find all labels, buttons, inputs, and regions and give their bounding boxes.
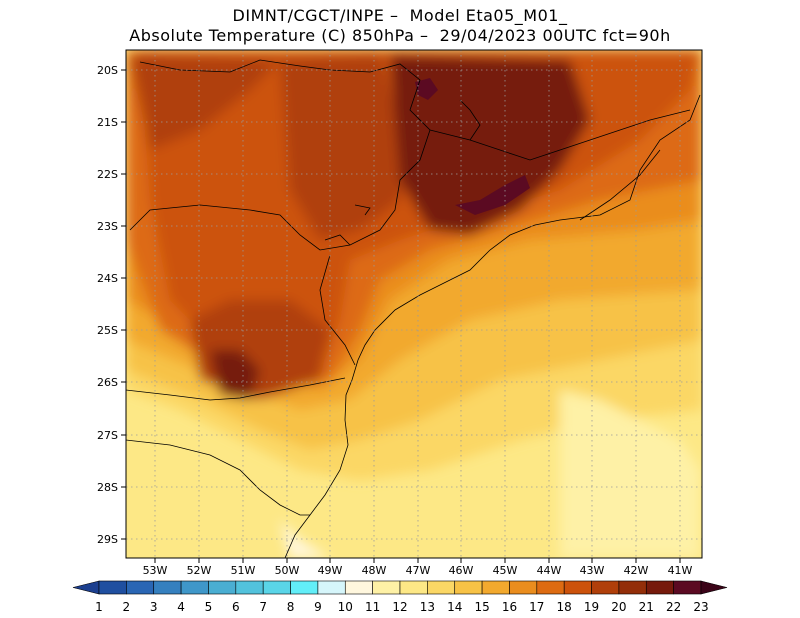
coastline xyxy=(284,94,701,558)
lat-label: 27S xyxy=(97,429,118,442)
colorbar-bin xyxy=(481,580,510,595)
longitude-labels: 53W 52W 51W 50W 49W 48W 47W 46W 45W 44W … xyxy=(143,564,693,577)
colorbar-label: 21 xyxy=(639,600,654,614)
lat-label: 24S xyxy=(97,272,118,285)
colorbar-label: 20 xyxy=(611,600,626,614)
colorbar-label: 1 xyxy=(95,600,103,614)
colorbar-high-arrow xyxy=(700,580,728,595)
lat-label: 23S xyxy=(97,220,118,233)
colorbar-bin xyxy=(454,580,483,595)
colorbar-label: 2 xyxy=(123,600,131,614)
lon-label: 53W xyxy=(143,564,168,577)
colorbar-label: 4 xyxy=(177,600,185,614)
colorbar-bin xyxy=(427,580,456,595)
lat-label: 20S xyxy=(97,64,118,77)
state-border-rj xyxy=(579,149,661,221)
lon-label: 42W xyxy=(624,564,649,577)
latitude-labels: 20S 21S 22S 23S 24S 25S 26S 27S 28S 29S xyxy=(97,64,118,546)
field-22-spot-1 xyxy=(415,78,438,100)
colorbar-low-arrow xyxy=(72,580,100,595)
lat-label: 28S xyxy=(97,481,118,494)
lat-label: 26S xyxy=(97,376,118,389)
lon-label: 46W xyxy=(449,564,474,577)
colorbar-bin xyxy=(645,580,674,595)
colorbar-label: 19 xyxy=(584,600,599,614)
colorbar-label: 14 xyxy=(447,600,462,614)
colorbar-label: 22 xyxy=(666,600,681,614)
colorbar-bin xyxy=(235,580,264,595)
boundaries xyxy=(126,59,701,558)
field-20a xyxy=(130,55,280,150)
colorbar-label: 16 xyxy=(502,600,517,614)
state-border-mg xyxy=(429,109,691,161)
lon-label: 52W xyxy=(187,564,212,577)
lon-label: 50W xyxy=(275,564,300,577)
colorbar-bin xyxy=(399,580,428,595)
colorbar-label: 10 xyxy=(338,600,353,614)
field-22-spot-2 xyxy=(455,175,530,215)
state-border-north xyxy=(129,59,431,251)
colorbar-label: 12 xyxy=(392,600,407,614)
colorbar-label: 18 xyxy=(557,600,572,614)
colorbar-bin xyxy=(344,580,373,595)
lon-label: 51W xyxy=(231,564,256,577)
lat-label: 22S xyxy=(97,168,118,181)
colorbar-bin xyxy=(153,580,182,595)
field-21 xyxy=(390,55,590,235)
lon-label: 45W xyxy=(493,564,518,577)
colorbar-bin xyxy=(509,580,538,595)
colorbar-bin xyxy=(208,580,237,595)
lon-label: 49W xyxy=(318,564,343,577)
reservoir-2 xyxy=(324,234,351,246)
colorbar-label: 7 xyxy=(259,600,267,614)
colorbar-bin xyxy=(563,580,592,595)
axis-ticks xyxy=(121,69,681,563)
field-12 xyxy=(560,390,700,558)
state-border-sc-rs xyxy=(126,439,310,516)
colorbar-label: 3 xyxy=(150,600,158,614)
lon-label: 43W xyxy=(580,564,605,577)
lon-label: 44W xyxy=(537,564,562,577)
lon-label: 48W xyxy=(362,564,387,577)
lat-label: 21S xyxy=(97,116,118,129)
gridlines xyxy=(126,50,702,558)
field-20b xyxy=(280,55,410,240)
plot-frame xyxy=(125,49,703,559)
colorbar-bin xyxy=(126,580,155,595)
colorbar-label: 6 xyxy=(232,600,240,614)
colorbar-label: 13 xyxy=(420,600,435,614)
temperature-field xyxy=(126,50,702,558)
colorbar-bin xyxy=(591,580,620,595)
colorbar-bin xyxy=(290,580,319,595)
colorbar-bin xyxy=(262,580,291,595)
reservoir-3 xyxy=(354,204,371,216)
colorbar-label: 9 xyxy=(314,600,322,614)
field-21b xyxy=(210,350,260,400)
colorbar-bin xyxy=(618,580,647,595)
lon-label: 41W xyxy=(668,564,693,577)
colorbar-bin xyxy=(673,580,702,595)
field-11 xyxy=(280,520,330,558)
colorbar-bin xyxy=(98,580,127,595)
colorbar-bin xyxy=(180,580,209,595)
lat-label: 29S xyxy=(97,533,118,546)
reservoir-1 xyxy=(459,99,481,141)
map-title-line-1: DIMNT/CGCT/INPE – Model Eta05_M01_ xyxy=(232,6,568,25)
state-border-parana-sc xyxy=(126,377,346,401)
colorbar-label: 23 xyxy=(693,600,708,614)
colorbar-label: 8 xyxy=(287,600,295,614)
colorbar-label: 17 xyxy=(529,600,544,614)
lat-label: 25S xyxy=(97,324,118,337)
state-border-parana-east xyxy=(319,254,356,366)
lon-label: 47W xyxy=(406,564,431,577)
colorbar-bin xyxy=(317,580,346,595)
colorbar-label: 11 xyxy=(365,600,380,614)
colorbar-label: 5 xyxy=(205,600,213,614)
map-title-line-2: Absolute Temperature (C) 850hPa – 29/04/… xyxy=(129,26,671,45)
colorbar: 1 2 3 4 5 6 7 8 9 10 11 12 13 14 15 16 17 18 19 20 21 22 23 xyxy=(72,580,728,614)
colorbar-bin xyxy=(372,580,401,595)
colorbar-bin xyxy=(536,580,565,595)
colorbar-label: 15 xyxy=(474,600,489,614)
